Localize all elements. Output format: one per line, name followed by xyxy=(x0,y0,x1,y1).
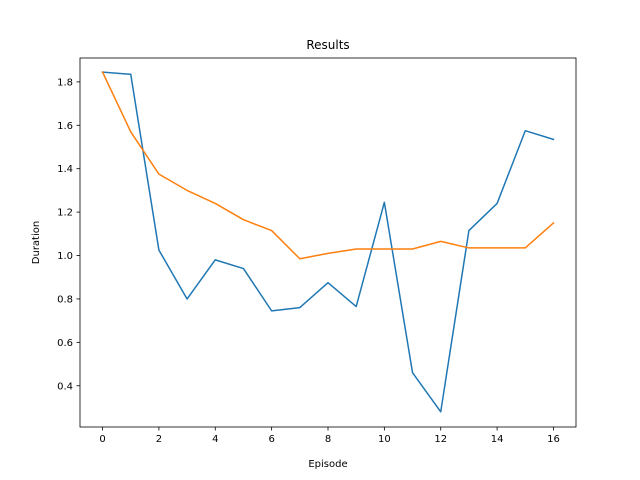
chart-title: Results xyxy=(306,38,349,52)
y-tick-label: 0.6 xyxy=(57,338,73,349)
x-tick-label: 6 xyxy=(268,434,274,445)
y-tick-label: 1.2 xyxy=(57,208,73,219)
y-tick-label: 0.4 xyxy=(57,381,73,392)
plot-frame xyxy=(79,57,577,428)
x-axis-label: Episode xyxy=(308,459,347,470)
x-axis: 0 2 4 6 8 10 12 14 16 xyxy=(99,427,560,445)
x-tick-label: 10 xyxy=(378,434,391,445)
x-tick-label: 16 xyxy=(547,434,560,445)
y-tick-label: 1.8 xyxy=(57,77,73,88)
series-line-1 xyxy=(101,71,555,413)
y-axis: 0.4 0.6 0.8 1.0 1.2 1.4 1.6 1.8 xyxy=(57,77,80,392)
y-tick-label: 1.0 xyxy=(57,251,73,262)
x-tick-label: 14 xyxy=(491,434,504,445)
series-line-2 xyxy=(101,71,555,260)
x-tick-label: 4 xyxy=(212,434,218,445)
x-tick-label: 0 xyxy=(99,434,105,445)
y-tick-label: 1.4 xyxy=(57,164,73,175)
y-axis-label: Duration xyxy=(31,221,42,264)
x-tick-label: 8 xyxy=(325,434,331,445)
x-tick-label: 12 xyxy=(434,434,447,445)
series-layer xyxy=(101,71,555,413)
y-tick-label: 0.8 xyxy=(57,294,73,305)
y-tick-label: 1.6 xyxy=(57,121,73,132)
x-tick-label: 2 xyxy=(156,434,162,445)
